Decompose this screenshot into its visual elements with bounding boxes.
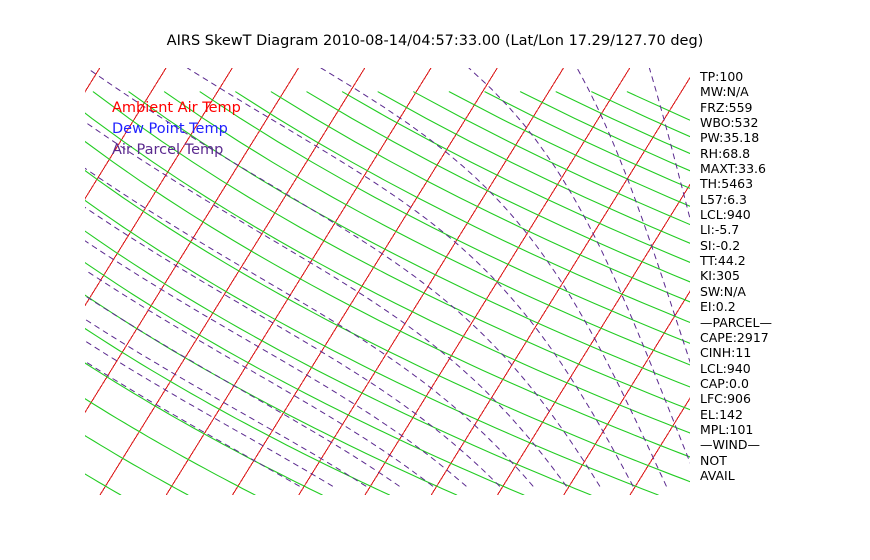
panel-row-th: TH:5463 — [700, 176, 754, 192]
panel-row-ei: EI:0.2 — [700, 299, 736, 315]
isotherm--20 — [298, 68, 564, 495]
panel-row-wind-hdr: —WIND— — [700, 437, 761, 453]
panel-row-tp: TP:100 — [700, 69, 744, 84]
dry-adiabat-10 — [85, 261, 525, 495]
panel-row-wbo: WBO:532 — [700, 115, 759, 131]
isotherm-0 — [430, 76, 690, 495]
panel-row-el: EL:142 — [700, 406, 743, 422]
panel-row-wind-2: AVAIL — [700, 467, 735, 483]
isotherm--90 — [85, 68, 101, 93]
panel-row-rh: RH:68.8 — [700, 145, 751, 161]
dry-adiabat--50 — [85, 473, 122, 495]
panel-row-tt: TT:44.2 — [700, 253, 746, 269]
panel-row-l57: L57:6.3 — [700, 191, 747, 207]
panel-row-ki: KI:305 — [700, 268, 740, 284]
moist-adiabat-5 — [85, 240, 467, 487]
dry-adiabat-20 — [85, 230, 592, 495]
panel-row-parcel-hdr: —PARCEL— — [700, 314, 772, 330]
dry-adiabat-0 — [85, 294, 458, 495]
panel-row-lcl: LCL:940 — [700, 207, 751, 223]
legend-air-parcel-temp: Air Parcel Temp — [112, 142, 224, 158]
isotherm--100 — [0, 68, 33, 495]
dry-adiabat-40 — [85, 169, 690, 483]
isotherm--10 — [364, 68, 631, 495]
panel-row-maxt: MAXT:33.6 — [700, 161, 766, 177]
panel-row-sw: SW:N/A — [700, 283, 746, 299]
moist-adiabat-10 — [85, 206, 500, 487]
panel-row-li: LI:-5.7 — [700, 222, 740, 238]
panel-row-wind-1: NOT — [700, 452, 727, 468]
panel-row-cap: CAP:0.0 — [700, 375, 749, 391]
panel-row-mpl: MPL:101 — [700, 421, 754, 437]
moist-adiabat-20 — [85, 121, 567, 487]
moist-adiabat-40 — [468, 68, 690, 464]
dry-adiabat-30 — [85, 199, 659, 495]
panel-row-cape: CAPE:2917 — [700, 329, 769, 345]
panel-row-si: SI:-0.2 — [700, 237, 741, 253]
page-title: AIRS SkewT Diagram 2010-08-14/04:57:33.0… — [166, 33, 704, 49]
moist-adiabat-35 — [320, 68, 667, 487]
dry-adiabat--60 — [0, 92, 54, 495]
panel-row-lcl2: LCL:940 — [700, 360, 751, 376]
legend-ambient-air-temp: Ambient Air Temp — [112, 100, 241, 116]
panel-row-lfc: LFC:906 — [700, 391, 751, 407]
panel-row-pw: PW:35.18 — [700, 130, 760, 146]
moist-adiabat-15 — [85, 167, 534, 487]
panel-row-cinh: CINH:11 — [700, 345, 752, 361]
sounding-indices-panel: TP:100 MW:N/A FRZ:559 WBO:532 PW:35.18 RH:68.… — [700, 69, 865, 483]
panel-row-mw: MW:N/A — [700, 84, 749, 100]
moist-adiabat-30 — [186, 68, 634, 487]
panel-row-frz: FRZ:559 — [700, 99, 753, 115]
isotherm--30 — [232, 68, 498, 495]
legend-dew-point-temp: Dew Point Temp — [112, 121, 228, 137]
